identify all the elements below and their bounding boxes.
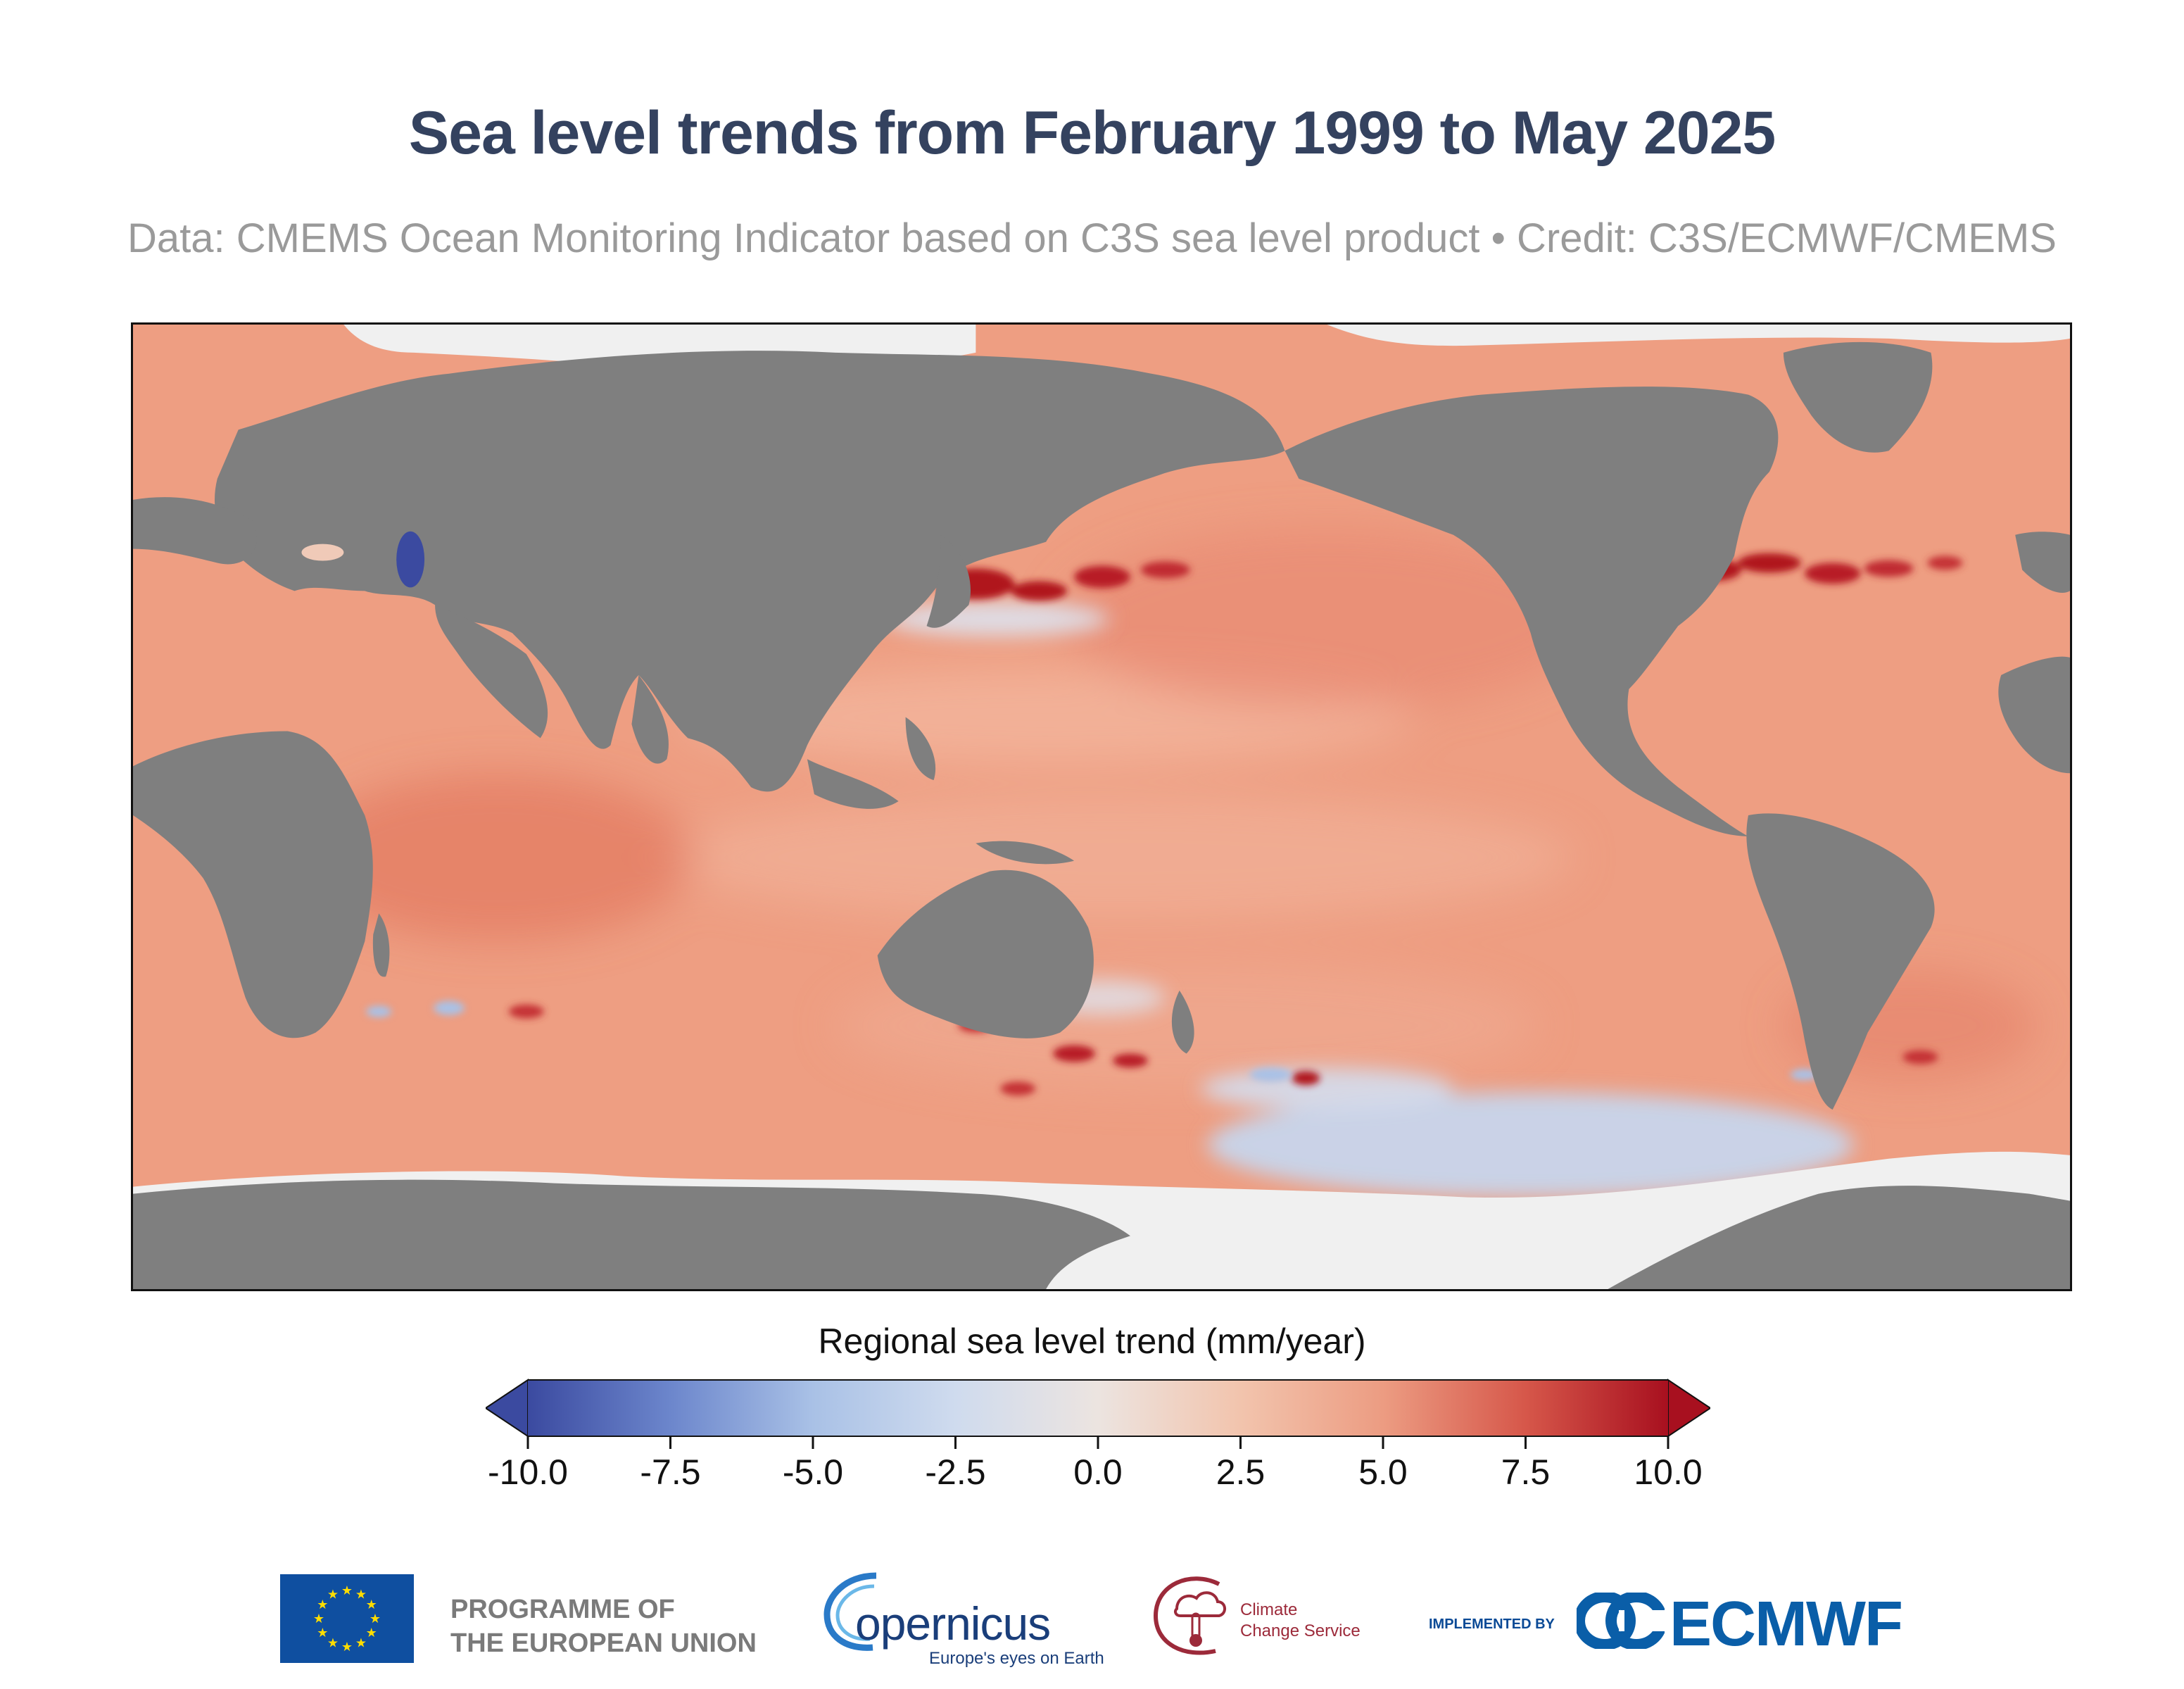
c3s-text: Climate Change Service [1240, 1600, 1361, 1642]
colorbar-right-arrow [1667, 1379, 1710, 1438]
ecmwf-wordmark: ECMWF [1669, 1589, 1903, 1659]
eu-star-icon: ★ [327, 1587, 339, 1601]
colorbar-tick-label: 5.0 [1358, 1452, 1408, 1492]
eu-star-icon: ★ [355, 1587, 367, 1601]
implemented-by-text: IMPLEMENTED BY [1429, 1616, 1555, 1632]
copernicus-logo-icon [823, 1572, 877, 1651]
copernicus-tagline: Europe's eyes on Earth [929, 1649, 1104, 1668]
eu-star-icon: ★ [366, 1597, 377, 1612]
colorbar [486, 1379, 1710, 1449]
colorbar-ticks [526, 1436, 1669, 1449]
programme-text: PROGRAMME OF THE EUROPEAN UNION [450, 1593, 757, 1660]
eu-star-icon: ★ [317, 1626, 328, 1640]
colorbar-tick-label: 2.5 [1216, 1452, 1265, 1492]
eu-star-icon: ★ [355, 1636, 367, 1650]
c3s-thermometer-icon [1153, 1576, 1226, 1655]
colorbar-tick-label: -5.0 [782, 1452, 844, 1492]
colorbar-tick-label: 7.5 [1501, 1452, 1551, 1492]
c3s-line-1: Climate [1240, 1600, 1298, 1619]
eu-flag-logo: ★ ★ ★ ★ ★ ★ ★ ★ ★ ★ ★ ★ [280, 1574, 414, 1663]
colorbar-tick-label: -10.0 [488, 1452, 568, 1492]
ecmwf-logo-icon [1577, 1593, 1665, 1649]
colorbar-tick-label: -7.5 [640, 1452, 701, 1492]
colorbar-gradient [528, 1380, 1668, 1436]
colorbar-tick-label: -2.5 [925, 1452, 986, 1492]
land [133, 341, 2070, 1289]
colorbar-tick-label: 0.0 [1073, 1452, 1123, 1492]
eu-star-icon: ★ [341, 1583, 353, 1597]
colorbar-label: Regional sea level trend (mm/year) [818, 1321, 1366, 1361]
colorbar-left-arrow [486, 1379, 529, 1438]
eu-star-icon: ★ [327, 1636, 339, 1650]
chart-subtitle: Data: CMEMS Ocean Monitoring Indicator b… [127, 215, 2057, 261]
world-map [131, 322, 2072, 1291]
eu-star-icon: ★ [317, 1597, 328, 1612]
programme-line-1: PROGRAMME OF [450, 1595, 675, 1624]
colorbar-tick-label: 10.0 [1634, 1452, 1703, 1492]
eu-star-icon: ★ [366, 1626, 377, 1640]
c3s-line-2: Change Service [1240, 1621, 1361, 1640]
chart-title: Sea level trends from February 1999 to M… [408, 99, 1776, 167]
eu-stars-icon: ★★★★★★★★★ ★ ★★ [313, 1583, 381, 1654]
caspian-sea [396, 531, 425, 588]
programme-line-2: THE EUROPEAN UNION [450, 1628, 757, 1658]
black-sea [301, 544, 344, 561]
copernicus-wordmark: opernicus [855, 1597, 1051, 1650]
eu-star-icon: ★ [313, 1612, 324, 1626]
map-canvas [133, 325, 2070, 1289]
eu-star-icon: ★ [341, 1640, 353, 1654]
eu-star-icon: ★ [370, 1612, 381, 1626]
